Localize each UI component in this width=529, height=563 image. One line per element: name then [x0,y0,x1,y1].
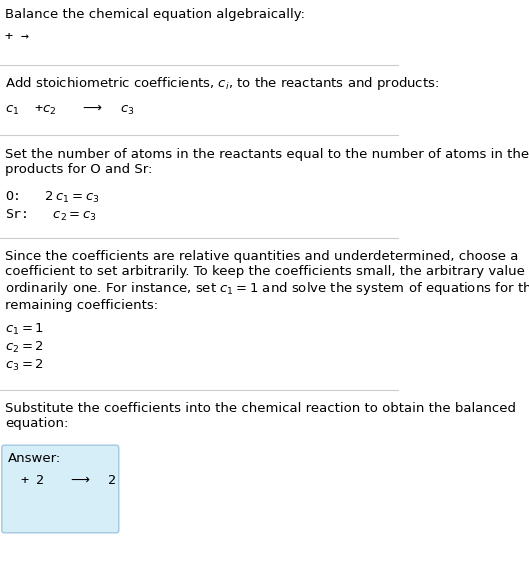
Text: $c_1$  +$c_2$   $\longrightarrow$  $c_3$: $c_1$ +$c_2$ $\longrightarrow$ $c_3$ [5,103,135,117]
Text: Substitute the coefficients into the chemical reaction to obtain the balanced
eq: Substitute the coefficients into the che… [5,402,516,430]
Text: $c_2 = 2$: $c_2 = 2$ [5,340,44,355]
Text: $c_3 = 2$: $c_3 = 2$ [5,358,44,373]
FancyBboxPatch shape [2,445,118,533]
Text: Since the coefficients are relative quantities and underdetermined, choose a
coe: Since the coefficients are relative quan… [5,250,529,312]
Text: Sr:   $c_2 = c_3$: Sr: $c_2 = c_3$ [5,208,97,223]
Text: O:   $2\,c_1 = c_3$: O: $2\,c_1 = c_3$ [5,190,100,205]
Text: Answer:: Answer: [8,452,61,465]
Text: $c_1 = 1$: $c_1 = 1$ [5,322,44,337]
Text: Set the number of atoms in the reactants equal to the number of atoms in the
pro: Set the number of atoms in the reactants… [5,148,529,176]
Text: Add stoichiometric coefficients, $c_i$, to the reactants and products:: Add stoichiometric coefficients, $c_i$, … [5,75,440,92]
Text: + 2   $\longrightarrow$  2: + 2 $\longrightarrow$ 2 [20,474,116,487]
Text: Balance the chemical equation algebraically:: Balance the chemical equation algebraica… [5,8,305,21]
Text: + →: + → [5,30,29,43]
